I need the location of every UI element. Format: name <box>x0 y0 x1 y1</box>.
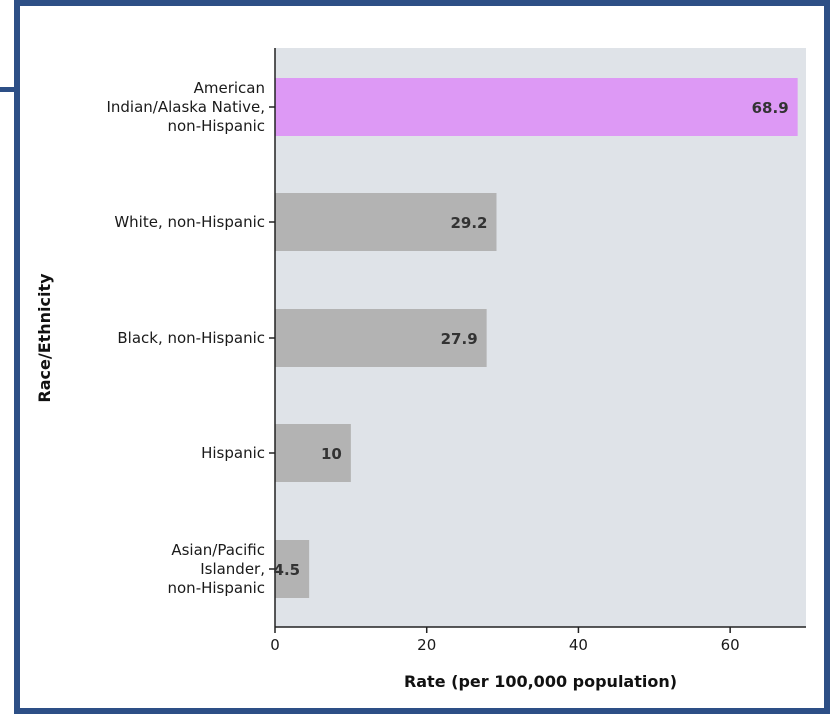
bar-4 <box>275 540 310 598</box>
category-label-1: White, non-Hispanic <box>114 213 265 231</box>
y-axis-title: Race/Ethnicity <box>35 273 54 403</box>
category-label-0: American Indian/Alaska Native, non-Hispani… <box>106 79 265 135</box>
value-label-1: 29.2 <box>450 214 487 232</box>
x-axis-title: Rate (per 100,000 population) <box>404 672 677 691</box>
category-label-line: non-Hispanic <box>168 117 266 135</box>
frame-left-border <box>14 0 20 714</box>
bar-2 <box>275 309 487 367</box>
x-tick-label-2: 40 <box>569 636 588 654</box>
bars-group <box>275 78 798 598</box>
bar-1 <box>275 193 497 251</box>
bar-3 <box>275 424 351 482</box>
value-label-2: 27.9 <box>441 330 478 348</box>
category-label-line: Black, non-Hispanic <box>117 329 265 347</box>
frame-accent-stub <box>0 87 20 92</box>
category-label-line: Indian/Alaska Native, <box>106 98 265 116</box>
value-label-4: 4.5 <box>274 561 301 579</box>
x-tick-label-0: 0 <box>270 636 280 654</box>
category-label-4: Asian/Pacific Islander, non-Hispanic <box>168 541 266 597</box>
category-label-line: Hispanic <box>201 444 265 462</box>
category-label-2: Black, non-Hispanic <box>117 329 265 347</box>
category-label-3: Hispanic <box>201 444 265 462</box>
category-label-line: non-Hispanic <box>168 579 266 597</box>
bar-0 <box>275 78 798 136</box>
frame-right-border <box>824 0 830 714</box>
category-label-line: Islander, <box>200 560 265 578</box>
x-tick-label-1: 20 <box>417 636 436 654</box>
value-label-3: 10 <box>321 445 342 463</box>
frame-bottom-border <box>14 708 830 714</box>
frame-top-border <box>14 0 830 6</box>
axes-group <box>269 48 806 633</box>
category-label-line: American <box>194 79 265 97</box>
value-label-0: 68.9 <box>752 99 789 117</box>
x-tick-label-3: 60 <box>721 636 740 654</box>
category-label-line: Asian/Pacific <box>171 541 265 559</box>
category-label-line: White, non-Hispanic <box>114 213 265 231</box>
